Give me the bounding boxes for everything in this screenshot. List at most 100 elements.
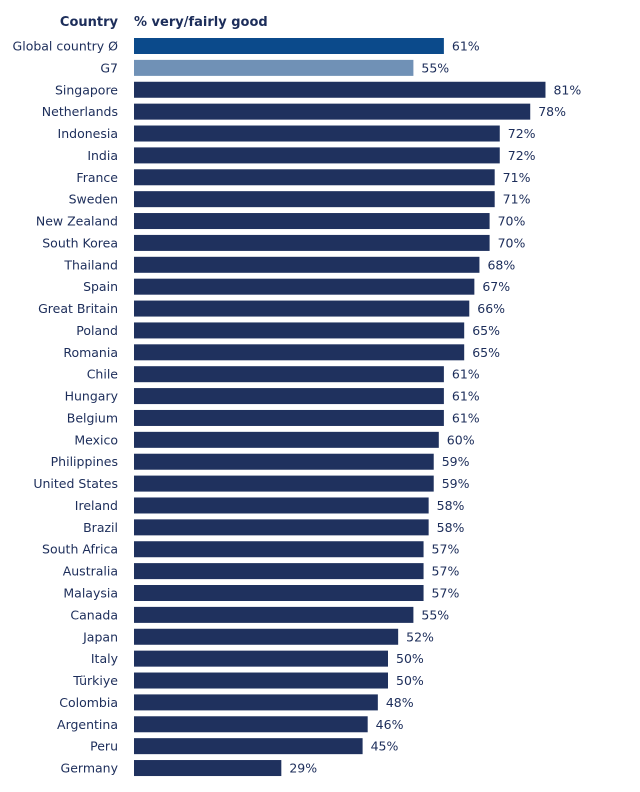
data-label: 61% <box>452 367 480 382</box>
data-label: 58% <box>437 498 465 513</box>
category-label: Great Britain <box>38 301 118 316</box>
data-label: 71% <box>503 192 531 207</box>
data-label: 50% <box>396 651 424 666</box>
bar <box>134 628 399 645</box>
bar <box>134 672 388 689</box>
bar <box>134 585 424 601</box>
data-label: 55% <box>421 60 449 75</box>
category-label: Indonesia <box>58 126 118 141</box>
category-label: New Zealand <box>36 214 118 229</box>
category-label: Belgium <box>67 410 118 425</box>
category-label: Ireland <box>75 498 118 513</box>
bar <box>134 650 388 667</box>
data-label: 60% <box>447 432 475 447</box>
category-label: Sweden <box>69 192 118 207</box>
category-label: Romania <box>63 345 118 360</box>
bar <box>134 169 495 186</box>
category-label: Canada <box>70 607 118 622</box>
bar <box>134 191 495 208</box>
category-label: Italy <box>91 651 119 666</box>
data-label: 61% <box>452 39 480 54</box>
bar <box>134 388 444 405</box>
category-label: South Africa <box>42 542 118 557</box>
category-label: Japan <box>82 629 118 644</box>
bar <box>134 716 368 733</box>
category-label: Chile <box>87 367 119 382</box>
category-label: Argentina <box>57 717 118 732</box>
data-label: 50% <box>396 673 424 688</box>
data-label: 81% <box>553 82 581 97</box>
bar <box>134 147 500 164</box>
bar <box>134 409 444 426</box>
bar <box>134 497 429 514</box>
bar <box>134 760 282 777</box>
category-label: Germany <box>61 761 119 776</box>
data-label: 59% <box>442 476 470 491</box>
category-label: Colombia <box>59 695 118 710</box>
bar <box>134 738 363 755</box>
data-label: 48% <box>386 695 414 710</box>
category-label: Philippines <box>51 454 118 469</box>
category-label: Malaysia <box>63 586 118 601</box>
category-label: Poland <box>76 323 118 338</box>
data-label: 29% <box>289 761 317 776</box>
data-label: 55% <box>421 607 449 622</box>
data-label: 72% <box>508 148 536 163</box>
value-header: % very/fairly good <box>134 15 268 30</box>
data-label: 66% <box>477 301 505 316</box>
bar <box>134 519 429 536</box>
bar <box>134 344 465 361</box>
bar <box>134 234 490 251</box>
data-label: 61% <box>452 410 480 425</box>
category-label: Peru <box>90 739 118 754</box>
category-label: Thailand <box>63 257 118 272</box>
data-label: 65% <box>472 345 500 360</box>
data-label: 45% <box>371 739 399 754</box>
category-label: Türkiye <box>72 673 118 688</box>
data-label: 70% <box>498 214 526 229</box>
category-label: Hungary <box>65 389 119 404</box>
data-label: 65% <box>472 323 500 338</box>
category-label: Spain <box>83 279 118 294</box>
data-label: 57% <box>432 542 460 557</box>
bar <box>134 606 414 623</box>
data-label: 68% <box>487 257 515 272</box>
bar <box>134 278 475 295</box>
bar <box>134 541 424 558</box>
bar <box>134 322 465 339</box>
data-label: 72% <box>508 126 536 141</box>
data-label: 67% <box>482 279 510 294</box>
category-label: India <box>87 148 118 163</box>
bar <box>134 694 378 711</box>
bar <box>134 453 434 470</box>
bar <box>134 366 444 383</box>
bar <box>134 300 470 317</box>
data-label: 78% <box>538 104 566 119</box>
data-label: 70% <box>498 235 526 250</box>
bar <box>134 256 480 273</box>
category-label: G7 <box>100 60 118 75</box>
category-label: South Korea <box>42 235 118 250</box>
category-label: Mexico <box>74 432 118 447</box>
category-label: Singapore <box>55 82 118 97</box>
bar <box>134 103 531 120</box>
category-label: Brazil <box>83 520 118 535</box>
category-header: Country <box>59 15 118 30</box>
bar <box>134 431 439 448</box>
category-label: Netherlands <box>42 104 118 119</box>
bar <box>134 563 424 580</box>
category-label: United States <box>33 476 118 491</box>
bar <box>134 59 414 76</box>
bar <box>134 81 546 98</box>
bar <box>134 213 490 230</box>
data-label: 52% <box>406 629 434 644</box>
category-label: Australia <box>63 564 118 579</box>
data-label: 57% <box>432 586 460 601</box>
data-label: 61% <box>452 389 480 404</box>
data-label: 57% <box>432 564 460 579</box>
category-label: France <box>76 170 118 185</box>
bar <box>134 475 434 492</box>
bar <box>134 125 500 142</box>
bar <box>134 38 444 54</box>
